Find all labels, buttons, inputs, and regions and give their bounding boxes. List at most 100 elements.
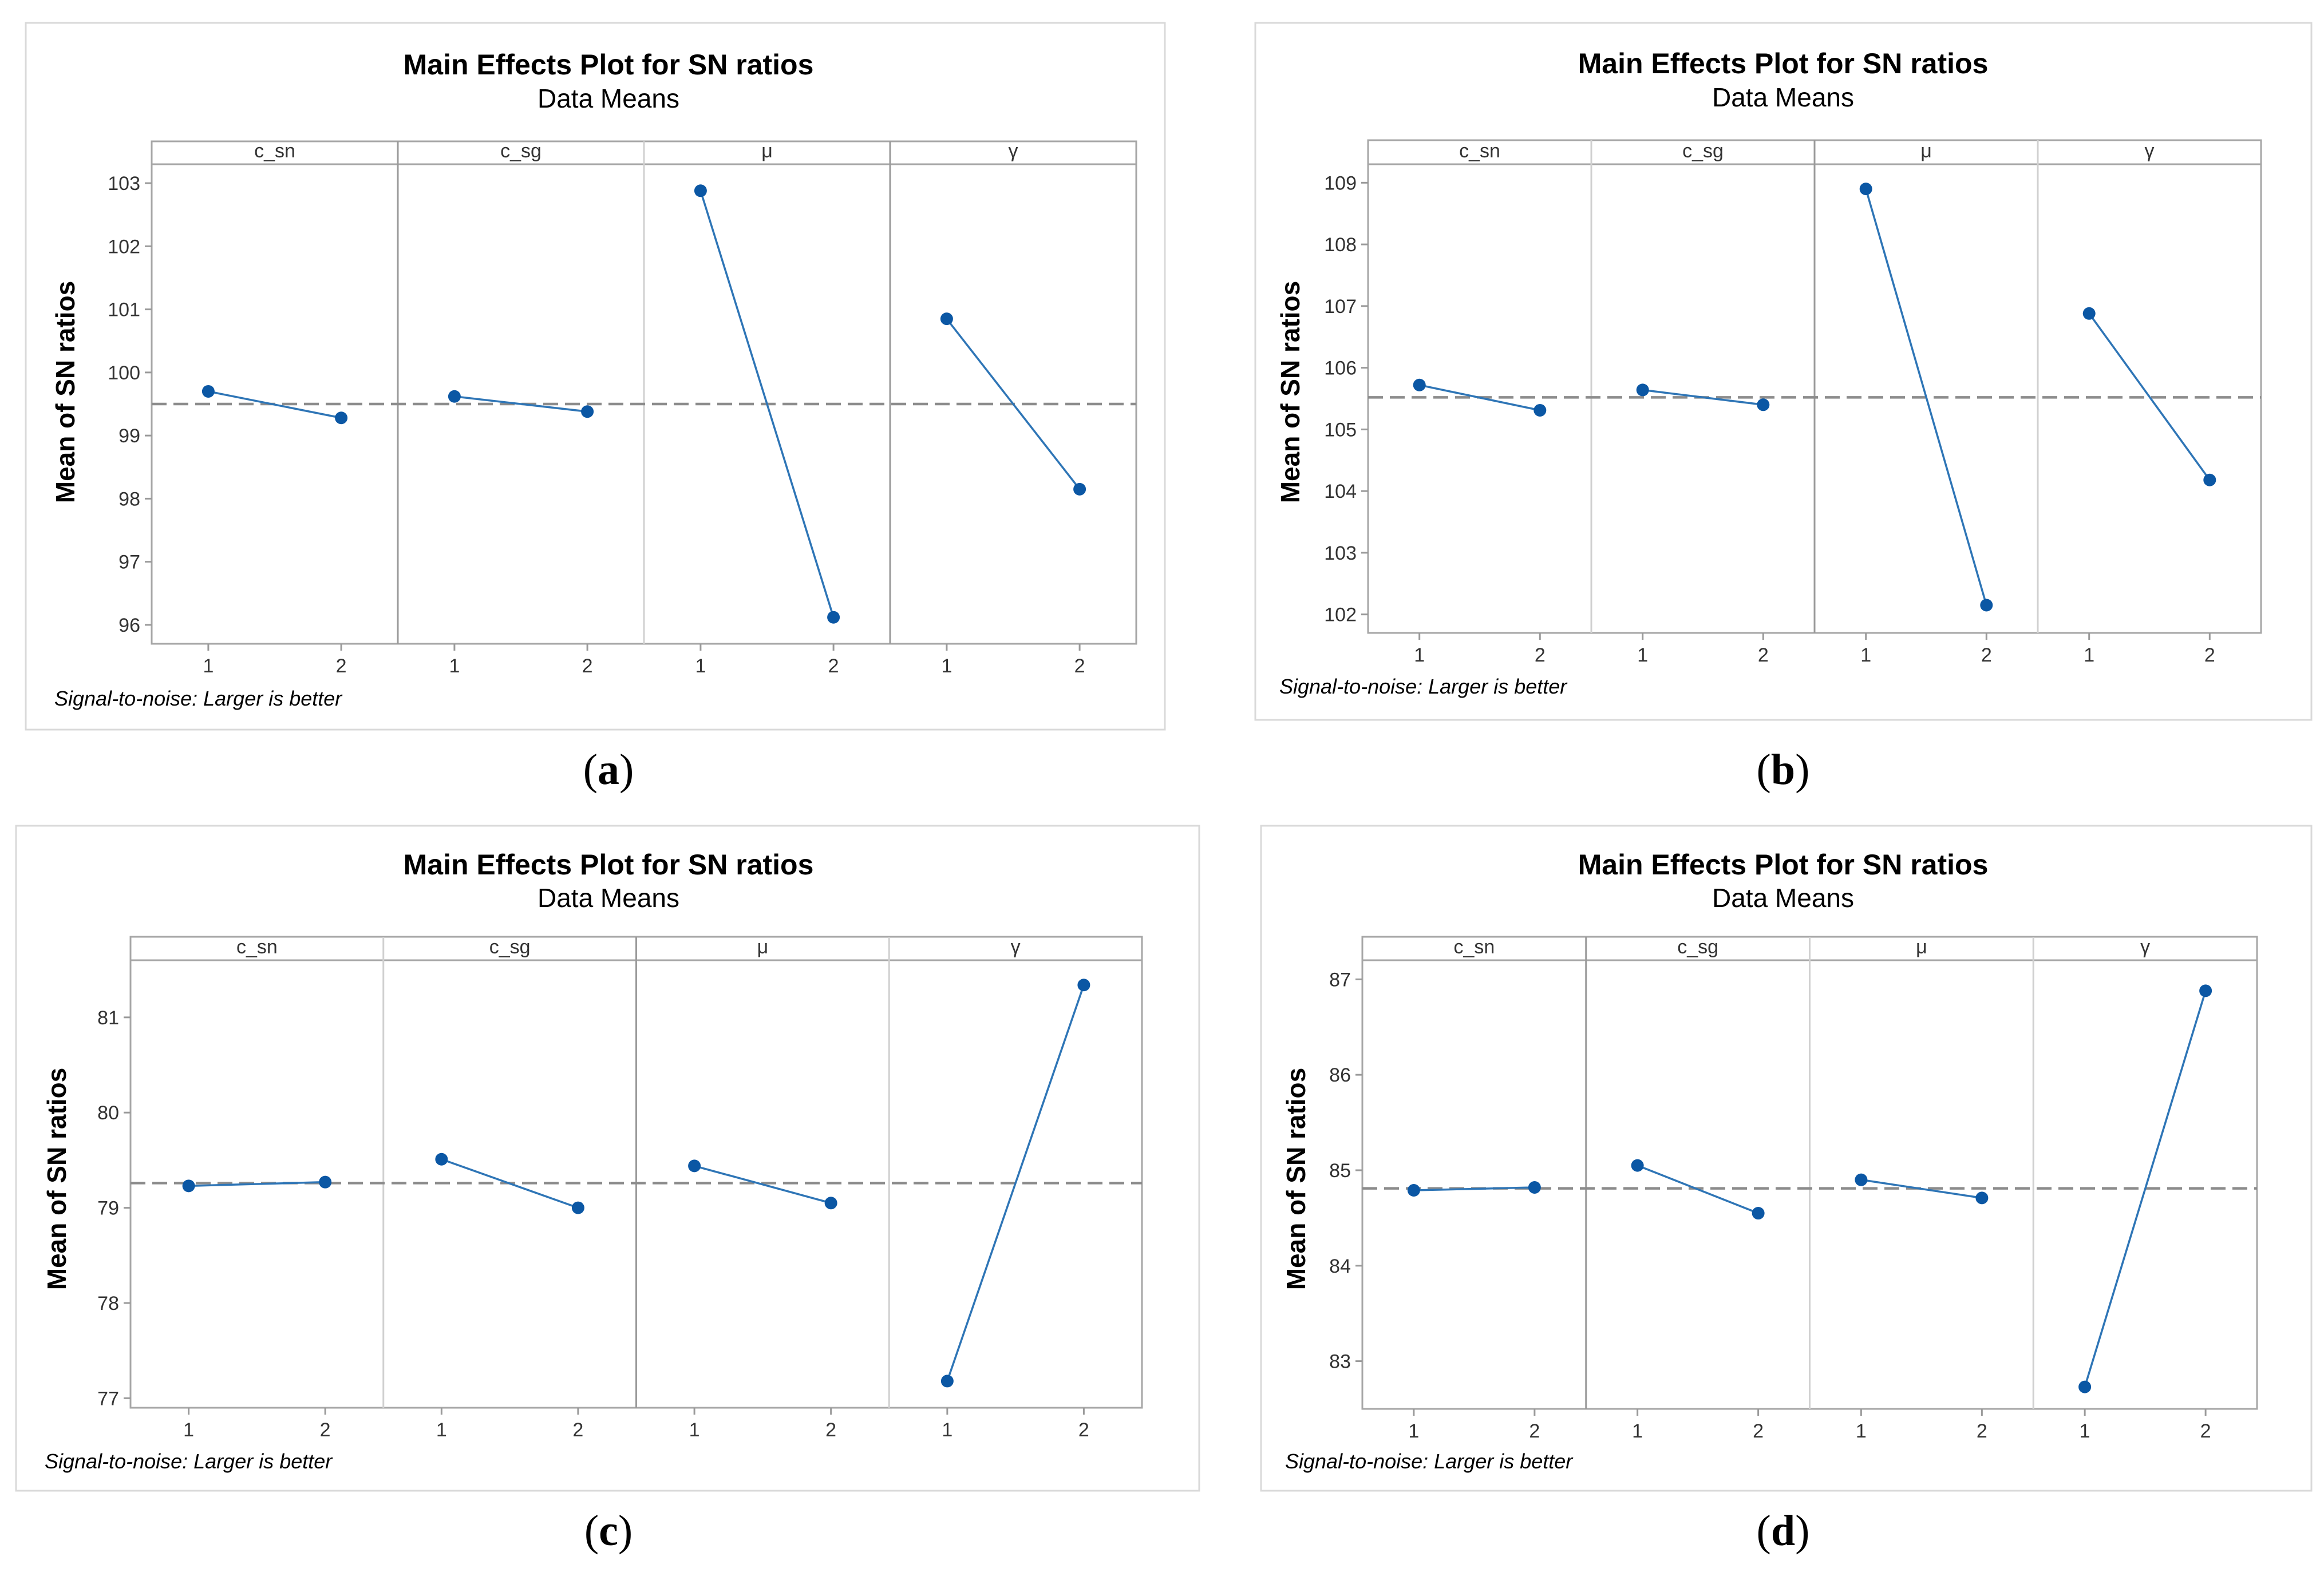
x-tick-label: 2	[582, 655, 593, 677]
y-tick-label: 106	[1324, 358, 1357, 379]
factor-label: c_sn	[254, 140, 295, 162]
x-tick-label: 1	[941, 655, 952, 677]
data-point	[2199, 984, 2212, 997]
chart-title: Main Effects Plot for SN ratios	[404, 49, 814, 81]
y-tick-label: 102	[108, 236, 140, 258]
factor-label: c_sn	[1459, 140, 1500, 162]
data-point	[1073, 482, 1086, 496]
data-point	[2203, 473, 2216, 486]
data-point	[335, 411, 348, 425]
x-tick-label: 1	[1414, 644, 1425, 666]
data-point	[319, 1175, 332, 1189]
x-tick-label: 2	[2200, 1420, 2211, 1442]
y-tick-label: 85	[1329, 1160, 1351, 1182]
y-tick-label: 103	[1324, 542, 1357, 564]
effect-line	[454, 395, 588, 413]
y-tick-label: 105	[1324, 419, 1357, 441]
effect-line	[441, 1158, 579, 1209]
data-point	[1975, 1191, 1989, 1205]
caption-letter: b	[1771, 746, 1795, 794]
x-tick-label: 1	[942, 1419, 952, 1441]
effect-line	[2084, 990, 2207, 1388]
y-tick-label: 79	[97, 1198, 119, 1219]
data-point	[1413, 378, 1426, 391]
factor-label: γ	[2140, 936, 2150, 958]
panel-caption: (a)	[583, 746, 634, 794]
factor-label: γ	[1011, 936, 1021, 958]
factor-label: c_sn	[236, 936, 278, 958]
x-tick-label: 1	[203, 655, 214, 677]
y-tick-label: 108	[1324, 234, 1357, 256]
chart-title: Main Effects Plot for SN ratios	[1578, 849, 1989, 881]
effect-line	[2088, 312, 2211, 481]
x-tick-label: 2	[572, 1419, 583, 1441]
x-tick-label: 2	[1758, 644, 1769, 666]
y-tick-label: 86	[1329, 1064, 1351, 1086]
data-point	[1077, 979, 1090, 992]
chart-subtitle: Data Means	[537, 883, 679, 913]
effect-line	[208, 390, 342, 419]
x-tick-label: 2	[2204, 644, 2215, 666]
effect-line	[946, 318, 1081, 490]
caption-open: (	[1757, 746, 1771, 794]
x-tick-label: 2	[1753, 1420, 1764, 1442]
panel-caption: (b)	[1757, 746, 1810, 794]
data-point	[1752, 1207, 1765, 1220]
x-tick-label: 1	[695, 655, 706, 677]
data-point	[940, 1375, 954, 1388]
y-tick-label: 96	[118, 615, 140, 636]
y-tick-label: 101	[108, 299, 140, 321]
x-tick-label: 2	[1981, 644, 1992, 666]
data-point	[694, 184, 707, 197]
x-tick-label: 1	[2080, 1420, 2090, 1442]
caption-letter: c	[599, 1507, 618, 1555]
caption-close: )	[1795, 1507, 1809, 1555]
x-tick-label: 1	[1632, 1420, 1643, 1442]
footnote: Signal-to-noise: Larger is better	[54, 687, 343, 710]
data-point	[2078, 1380, 2092, 1393]
x-tick-label: 2	[828, 655, 839, 677]
data-point	[201, 385, 215, 398]
x-tick-label: 1	[449, 655, 460, 677]
factor-label: γ	[2145, 140, 2155, 162]
factor-label: c_sg	[489, 936, 531, 958]
y-tick-label: 107	[1324, 296, 1357, 318]
footnote: Signal-to-noise: Larger is better	[1285, 1450, 1574, 1473]
x-tick-label: 2	[336, 655, 347, 677]
data-point	[435, 1153, 448, 1166]
x-tick-label: 2	[320, 1419, 331, 1441]
y-tick-label: 104	[1324, 481, 1357, 502]
data-point	[1631, 1159, 1644, 1172]
data-point	[1533, 403, 1547, 417]
x-tick-label: 2	[1535, 644, 1546, 666]
data-point	[182, 1179, 195, 1193]
footnote: Signal-to-noise: Larger is better	[45, 1450, 333, 1473]
chart-subtitle: Data Means	[537, 84, 679, 113]
y-tick-label: 78	[97, 1293, 119, 1314]
y-tick-label: 81	[97, 1007, 119, 1029]
effect-line	[1865, 188, 1987, 605]
factor-label: μ	[757, 936, 769, 958]
x-tick-label: 2	[825, 1419, 836, 1441]
data-point	[1528, 1181, 1541, 1194]
y-tick-label: 103	[108, 173, 140, 195]
y-axis-label: Mean of SN ratios	[42, 1068, 72, 1290]
data-point	[571, 1201, 584, 1214]
factor-label: c_sn	[1453, 936, 1495, 958]
data-point	[1855, 1173, 1868, 1186]
effect-line	[1861, 1178, 1982, 1199]
x-tick-label: 1	[1860, 644, 1871, 666]
caption-open: (	[584, 1507, 599, 1555]
data-point	[824, 1197, 837, 1210]
x-tick-label: 1	[183, 1419, 194, 1441]
factor-label: c_sg	[500, 140, 542, 162]
caption-close: )	[618, 1507, 633, 1555]
x-tick-label: 2	[1529, 1420, 1540, 1442]
factor-label: c_sg	[1677, 936, 1718, 958]
data-point	[1859, 183, 1872, 196]
y-axis-label: Mean of SN ratios	[50, 281, 80, 504]
data-point	[1980, 599, 1993, 612]
